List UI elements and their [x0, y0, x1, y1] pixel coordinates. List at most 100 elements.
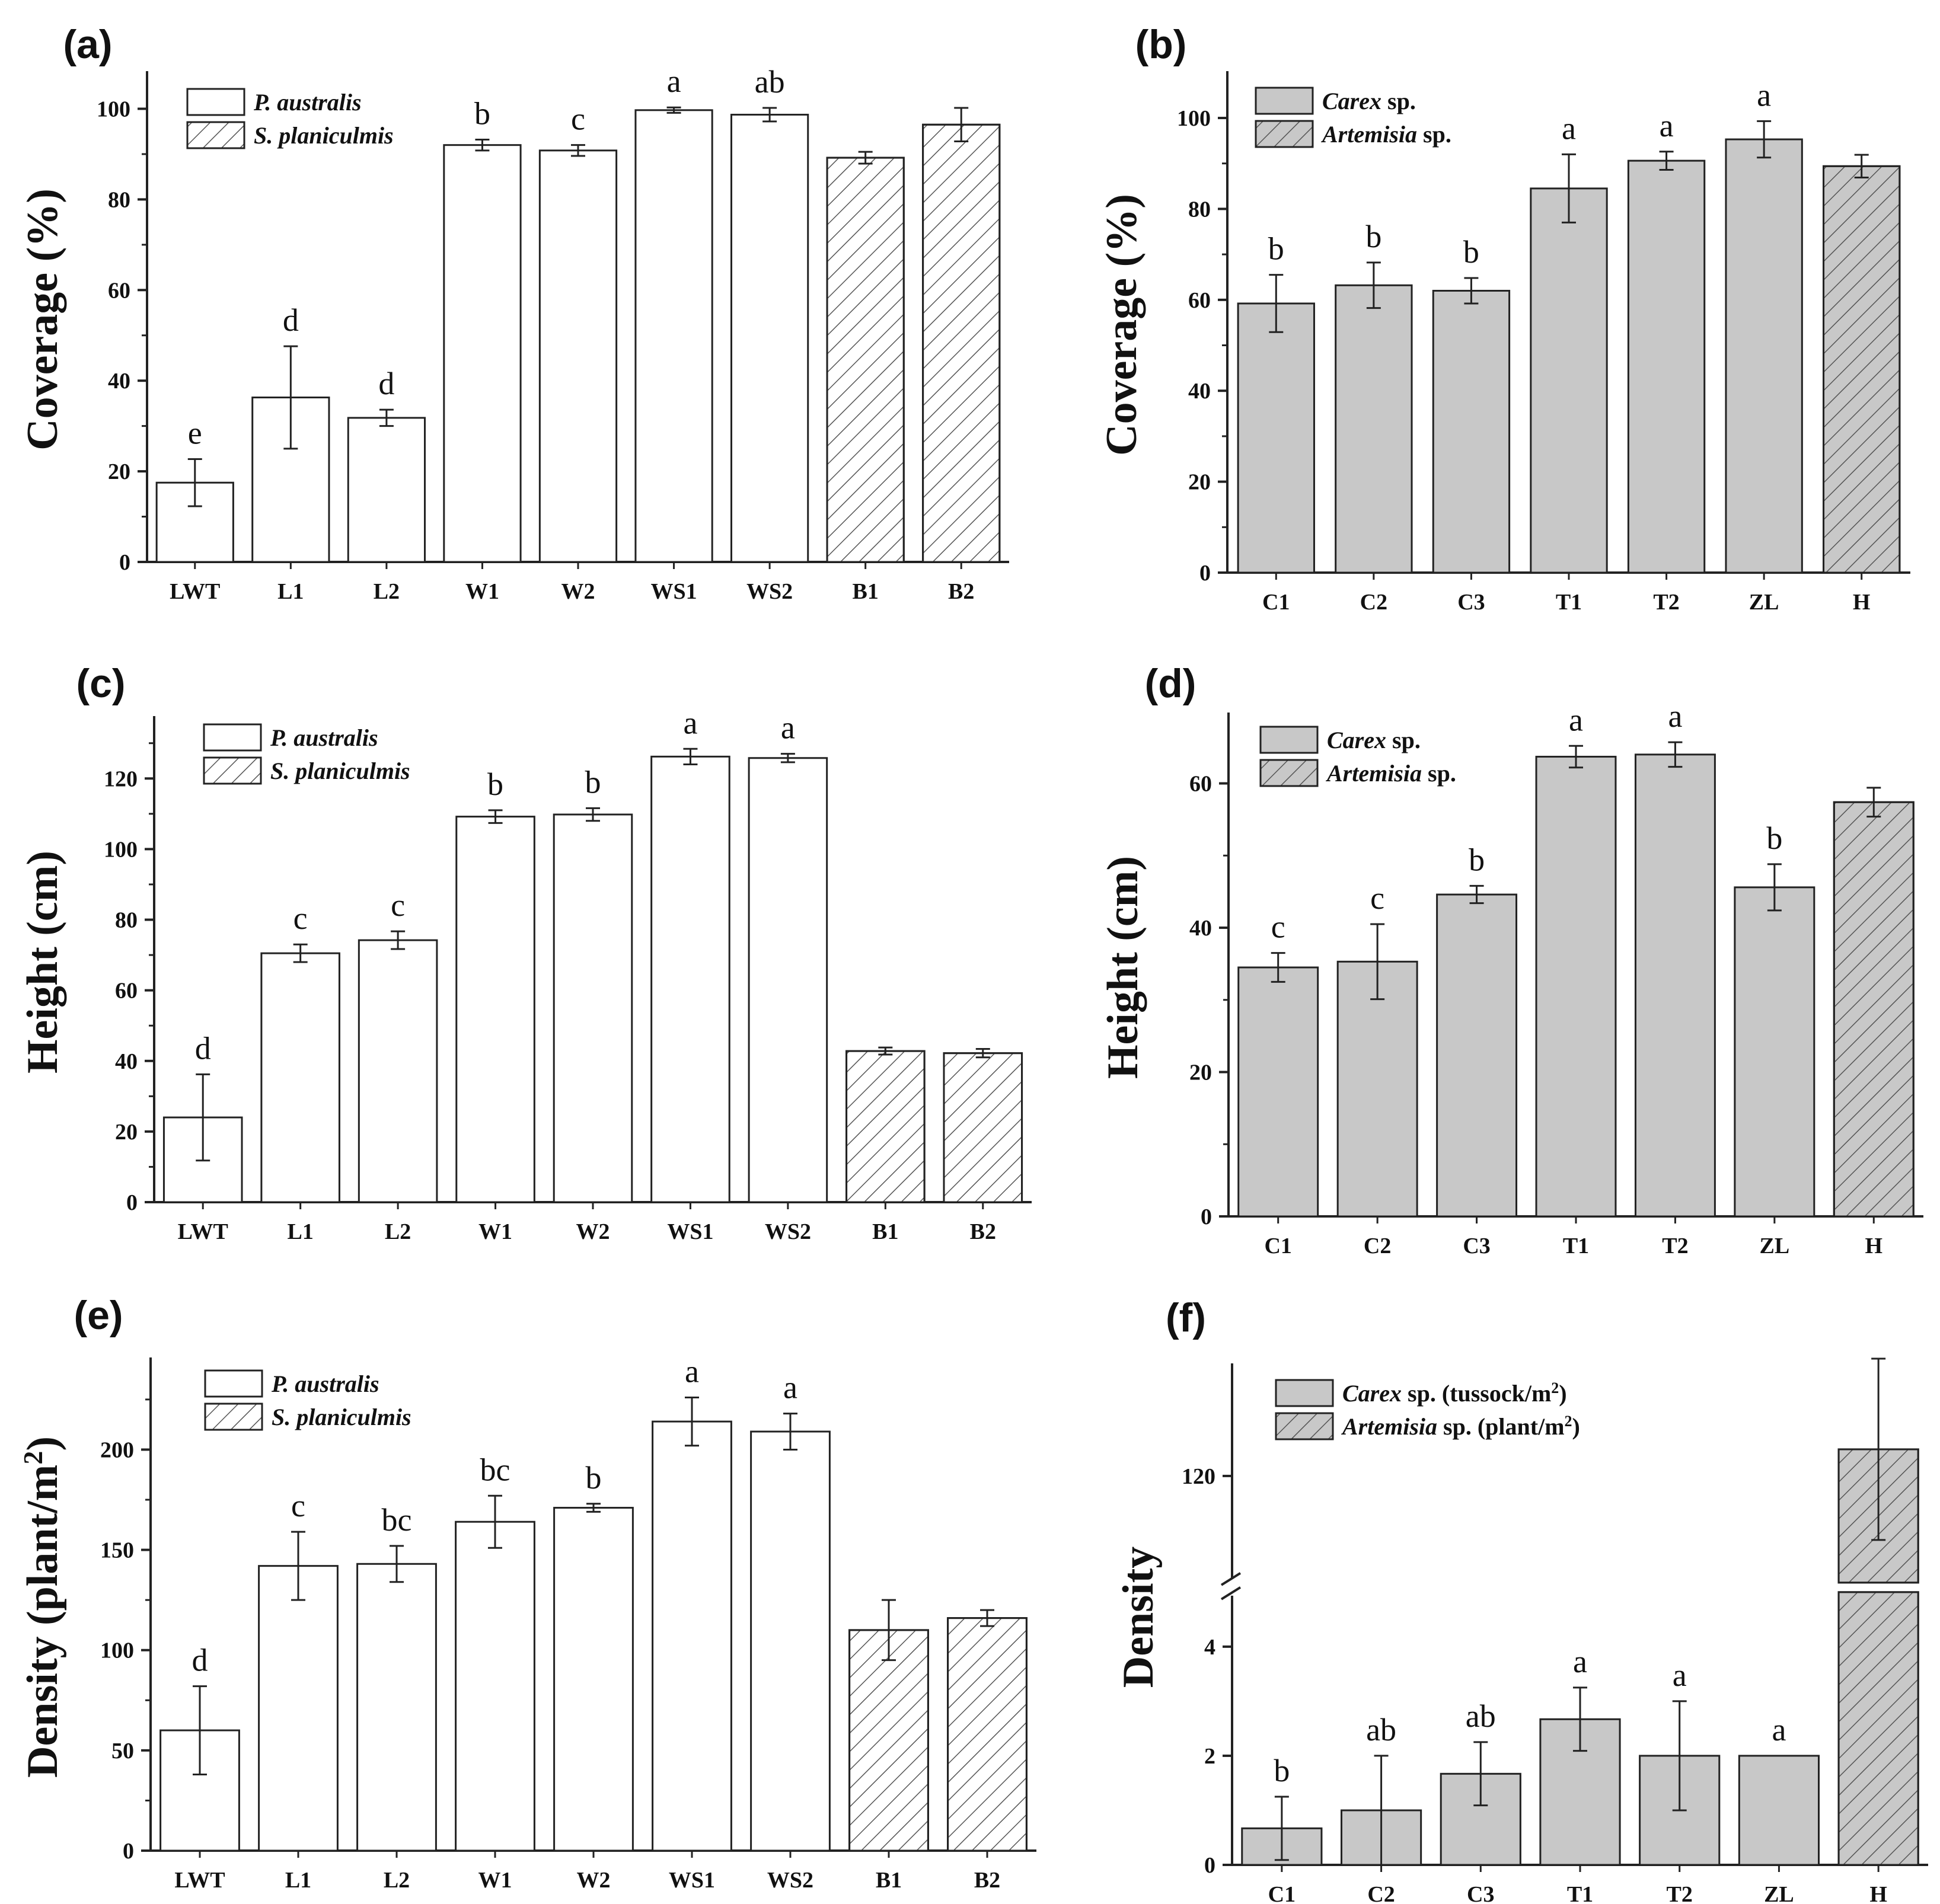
legend-label: P. australis [253, 89, 362, 116]
legend-label: S. planiculmis [272, 1404, 411, 1430]
bar-WS1 [650, 755, 730, 1203]
bar-C1 [1237, 966, 1319, 1218]
bar-LWT [155, 481, 234, 563]
y-tick-label: 40 [1188, 379, 1211, 404]
legend-label: S. planiculmis [254, 122, 394, 149]
x-tick-label-LWT: LWT [170, 579, 220, 604]
x-tick-label-T1: T1 [1556, 590, 1582, 615]
x-tick-label-L2: L2 [374, 579, 400, 604]
y-tick-label: 20 [115, 1120, 138, 1145]
significance-letter-LWT: d [195, 1030, 211, 1066]
significance-letter-LWT: e [188, 415, 202, 451]
significance-letter-C3: b [1463, 234, 1479, 270]
bar-hatch-H [1837, 1591, 1919, 1866]
bar-ZL [1734, 886, 1815, 1218]
x-tick-label-B1: B1 [876, 1868, 902, 1893]
panel-label: (b) [1135, 22, 1187, 67]
x-tick-label-B1: B1 [852, 579, 878, 604]
bar-L1 [260, 952, 340, 1203]
x-tick-label-T1: T1 [1563, 1234, 1589, 1258]
bar-C3 [1432, 289, 1511, 574]
legend-swatch [186, 88, 245, 116]
bar-hatch-H [1823, 165, 1901, 574]
significance-letter-ZL: b [1766, 820, 1782, 856]
panel-label: (e) [74, 1293, 123, 1338]
y-tick-label: 60 [115, 979, 138, 1004]
bar-hatch-B2 [947, 1617, 1028, 1852]
bar-W2 [538, 149, 618, 563]
y-tick-label: 100 [104, 837, 138, 862]
bar-WS1 [652, 1420, 732, 1852]
x-tick-label-C1: C1 [1268, 1882, 1296, 1904]
significance-letter-WS2: ab [755, 64, 785, 100]
x-tick-label-C2: C2 [1364, 1234, 1391, 1258]
x-tick-label-H: H [1853, 590, 1871, 615]
bar-hatch-B2 [943, 1052, 1023, 1203]
significance-letter-C2: ab [1366, 1712, 1396, 1748]
x-tick-label-C2: C2 [1360, 590, 1387, 615]
legend-swatch-hatch [204, 1403, 263, 1431]
x-tick-label-B2: B2 [974, 1868, 1000, 1893]
panel-b: (b) Coverage (%) 0 20 40 60 80 100 b C1 b C2 b C3 a T1 a… [1097, 22, 1910, 615]
x-tick-label-C3: C3 [1463, 1234, 1490, 1258]
significance-letter-W2: c [571, 101, 585, 137]
x-tick-label-ZL: ZL [1749, 590, 1779, 615]
significance-letter-L2: d [378, 366, 394, 401]
panel-label: (d) [1145, 661, 1196, 706]
y-tick-label: 80 [1188, 197, 1211, 222]
bar-C2 [1335, 284, 1413, 574]
panel-d: (d) Height (cm) 0 20 40 60 c C1 c C2 b C3 a T1 a T2 b ZL H… [1099, 661, 1923, 1258]
significance-letter-L1: c [291, 1488, 305, 1523]
panel-label: (c) [76, 661, 125, 706]
x-tick-label-W1: W1 [478, 1219, 512, 1244]
significance-letter-T1: a [1569, 702, 1583, 737]
legend-label: Artemisia sp. [1320, 121, 1451, 148]
significance-letter-C1: b [1274, 1753, 1290, 1788]
significance-letter-C1: c [1271, 909, 1285, 945]
x-tick-label-W2: W2 [577, 1868, 611, 1893]
y-tick-label: 0 [123, 1839, 134, 1864]
bar-C2 [1336, 960, 1418, 1218]
significance-letter-W2: b [586, 1460, 602, 1496]
x-tick-label-L1: L1 [277, 579, 304, 604]
y-tick-label: 0 [119, 550, 130, 575]
x-tick-label-L1: L1 [285, 1868, 311, 1893]
y-tick-label: 120 [1182, 1464, 1215, 1489]
panel-c: (c) Height (cm) 0 20 40 60 80 100 120 d LWT c L1 c L2 b… [18, 661, 1032, 1244]
x-tick-label-W1: W1 [478, 1868, 512, 1893]
y-tick-label: 2 [1204, 1744, 1215, 1769]
x-tick-label-LWT: LWT [174, 1868, 225, 1893]
significance-letter-L2: bc [382, 1502, 412, 1538]
bar-hatch-B2 [922, 123, 1001, 563]
bar-ZL [1725, 138, 1803, 574]
bar-WS2 [730, 113, 809, 563]
legend-label: Artemisia sp. [1325, 760, 1456, 787]
legend-swatch-hatch [186, 121, 245, 149]
y-tick-label: 60 [1188, 288, 1211, 313]
x-tick-label-WS1: WS1 [669, 1868, 715, 1893]
significance-letter-C1: b [1268, 231, 1284, 267]
x-tick-label-WS2: WS2 [746, 579, 793, 604]
significance-letter-L2: c [391, 887, 405, 923]
bar-hatch-B1 [826, 156, 905, 563]
bar-hatch-H [1833, 801, 1915, 1218]
significance-letter-T2: a [1673, 1657, 1687, 1693]
bar-C3 [1436, 893, 1518, 1218]
x-tick-label-L1: L1 [287, 1219, 313, 1244]
bar-W1 [455, 816, 535, 1203]
y-tick-label: 20 [108, 459, 130, 484]
y-axis-label: Coverage (%) [1097, 194, 1146, 456]
significance-letter-W1: b [487, 766, 503, 802]
significance-letter-C3: ab [1466, 1698, 1496, 1734]
significance-letter-T2: a [1668, 698, 1682, 734]
significance-letter-L1: c [293, 900, 308, 936]
y-axis-label: Height (cm) [18, 851, 67, 1074]
x-tick-label-WS1: WS1 [667, 1219, 713, 1244]
y-axis-label: Coverage (%) [18, 189, 67, 451]
significance-letter-W1: bc [480, 1452, 510, 1487]
y-tick-label: 100 [100, 1638, 134, 1663]
significance-letter-C2: c [1370, 880, 1384, 916]
legend-swatch-hatch [1259, 759, 1319, 787]
x-tick-label-C1: C1 [1264, 1234, 1291, 1258]
